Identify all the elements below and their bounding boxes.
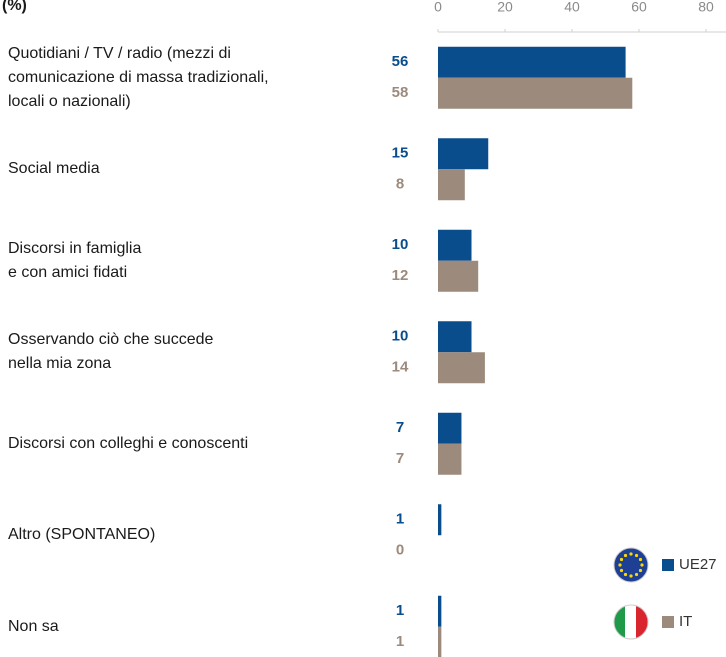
category-label: Discorsi in famiglia e con amici fidati (8, 239, 142, 281)
legend-label: UE27 (679, 556, 717, 573)
value-label: 1 (396, 511, 404, 528)
value-label: 58 (392, 84, 409, 101)
eu-flag-icon (613, 547, 649, 583)
x-tick-label: 60 (631, 0, 647, 15)
legend-swatch (662, 559, 674, 571)
x-tick-label: 0 (434, 0, 442, 15)
bar (438, 138, 489, 170)
value-label: 10 (392, 236, 409, 253)
value-label: 56 (392, 53, 409, 70)
value-label: 7 (396, 450, 404, 467)
value-label: 1 (396, 602, 404, 619)
category-label: Discorsi con colleghi e conoscenti (8, 434, 249, 452)
x-tick-label: 20 (497, 0, 513, 15)
value-label: 0 (396, 542, 404, 559)
value-label: 1 (396, 633, 404, 650)
bar (438, 412, 462, 444)
legend-label: IT (679, 613, 692, 630)
bar (438, 229, 472, 261)
value-label: 14 (392, 359, 409, 376)
it-flag-icon (613, 604, 649, 640)
value-label: 15 (392, 145, 409, 162)
bar (438, 626, 442, 657)
bar (438, 260, 479, 292)
bar (438, 504, 442, 536)
x-tick-label: 40 (564, 0, 580, 15)
category-label: Social media (8, 160, 100, 178)
category-label: Altro (SPONTANEO) (8, 526, 156, 544)
bar (438, 595, 442, 627)
bar (438, 443, 462, 475)
value-label: 10 (392, 328, 409, 345)
category-label: Osservando ciò che succede nella mia zon… (8, 331, 214, 373)
unit-label: (%) (2, 0, 27, 14)
category-label: Quotidiani / TV / radio (mezzi di comuni… (8, 44, 269, 110)
x-tick-label: 80 (698, 0, 714, 15)
value-label: 8 (396, 176, 404, 193)
value-label: 7 (396, 419, 404, 436)
bar (438, 77, 633, 109)
bar (438, 46, 626, 78)
bar (438, 321, 472, 353)
value-label: 12 (392, 267, 409, 284)
category-label: Non sa (8, 617, 59, 635)
bar (438, 169, 465, 201)
legend-swatch (662, 616, 674, 628)
bar (438, 352, 485, 384)
